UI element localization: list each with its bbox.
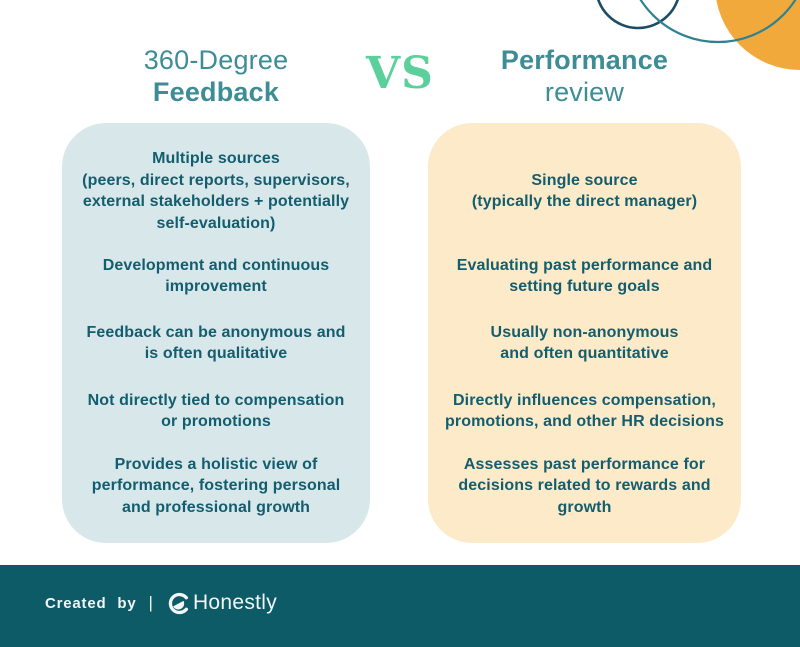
right-column-title: Performance review <box>428 44 741 108</box>
comparison-item: Directly influences compensation, promot… <box>445 391 724 431</box>
brand-logo: Honestly <box>167 591 277 615</box>
feedback-360-card: Multiple sources (peers, direct reports,… <box>62 123 370 543</box>
comparison-item: Not directly tied to compensation or pro… <box>87 391 345 431</box>
right-title-line2: review <box>544 77 625 107</box>
honestly-logo-icon <box>168 592 188 614</box>
comparison-item: Provides a holistic view of performance,… <box>91 455 341 516</box>
footer-divider: | <box>148 593 153 612</box>
brand-name: Honestly <box>192 591 278 614</box>
comparison-item: Evaluating past performance and setting … <box>456 256 713 296</box>
comparison-item: Feedback can be anonymous and is often q… <box>86 323 346 363</box>
comparison-item: Development and continuous improvement <box>102 256 330 296</box>
performance-review-card: Single source (typically the direct mana… <box>428 123 741 543</box>
left-title-line2: Feedback <box>152 77 280 107</box>
created-by-label: Created by <box>45 594 137 612</box>
comparison-item: Multiple sources (peers, direct reports,… <box>82 150 350 232</box>
comparison-item: Single source (typically the direct mana… <box>471 171 698 211</box>
left-title-line1: 360-Degree <box>143 45 289 75</box>
right-title-line1: Performance <box>500 45 669 75</box>
left-column-title: 360-Degree Feedback <box>62 44 370 108</box>
comparison-item: Usually non-anonymous and often quantita… <box>490 323 679 363</box>
comparison-item: Assesses past performance for decisions … <box>458 455 711 516</box>
footer-bar: Created by | Honestly <box>0 565 800 647</box>
vs-label: VS <box>366 48 434 99</box>
